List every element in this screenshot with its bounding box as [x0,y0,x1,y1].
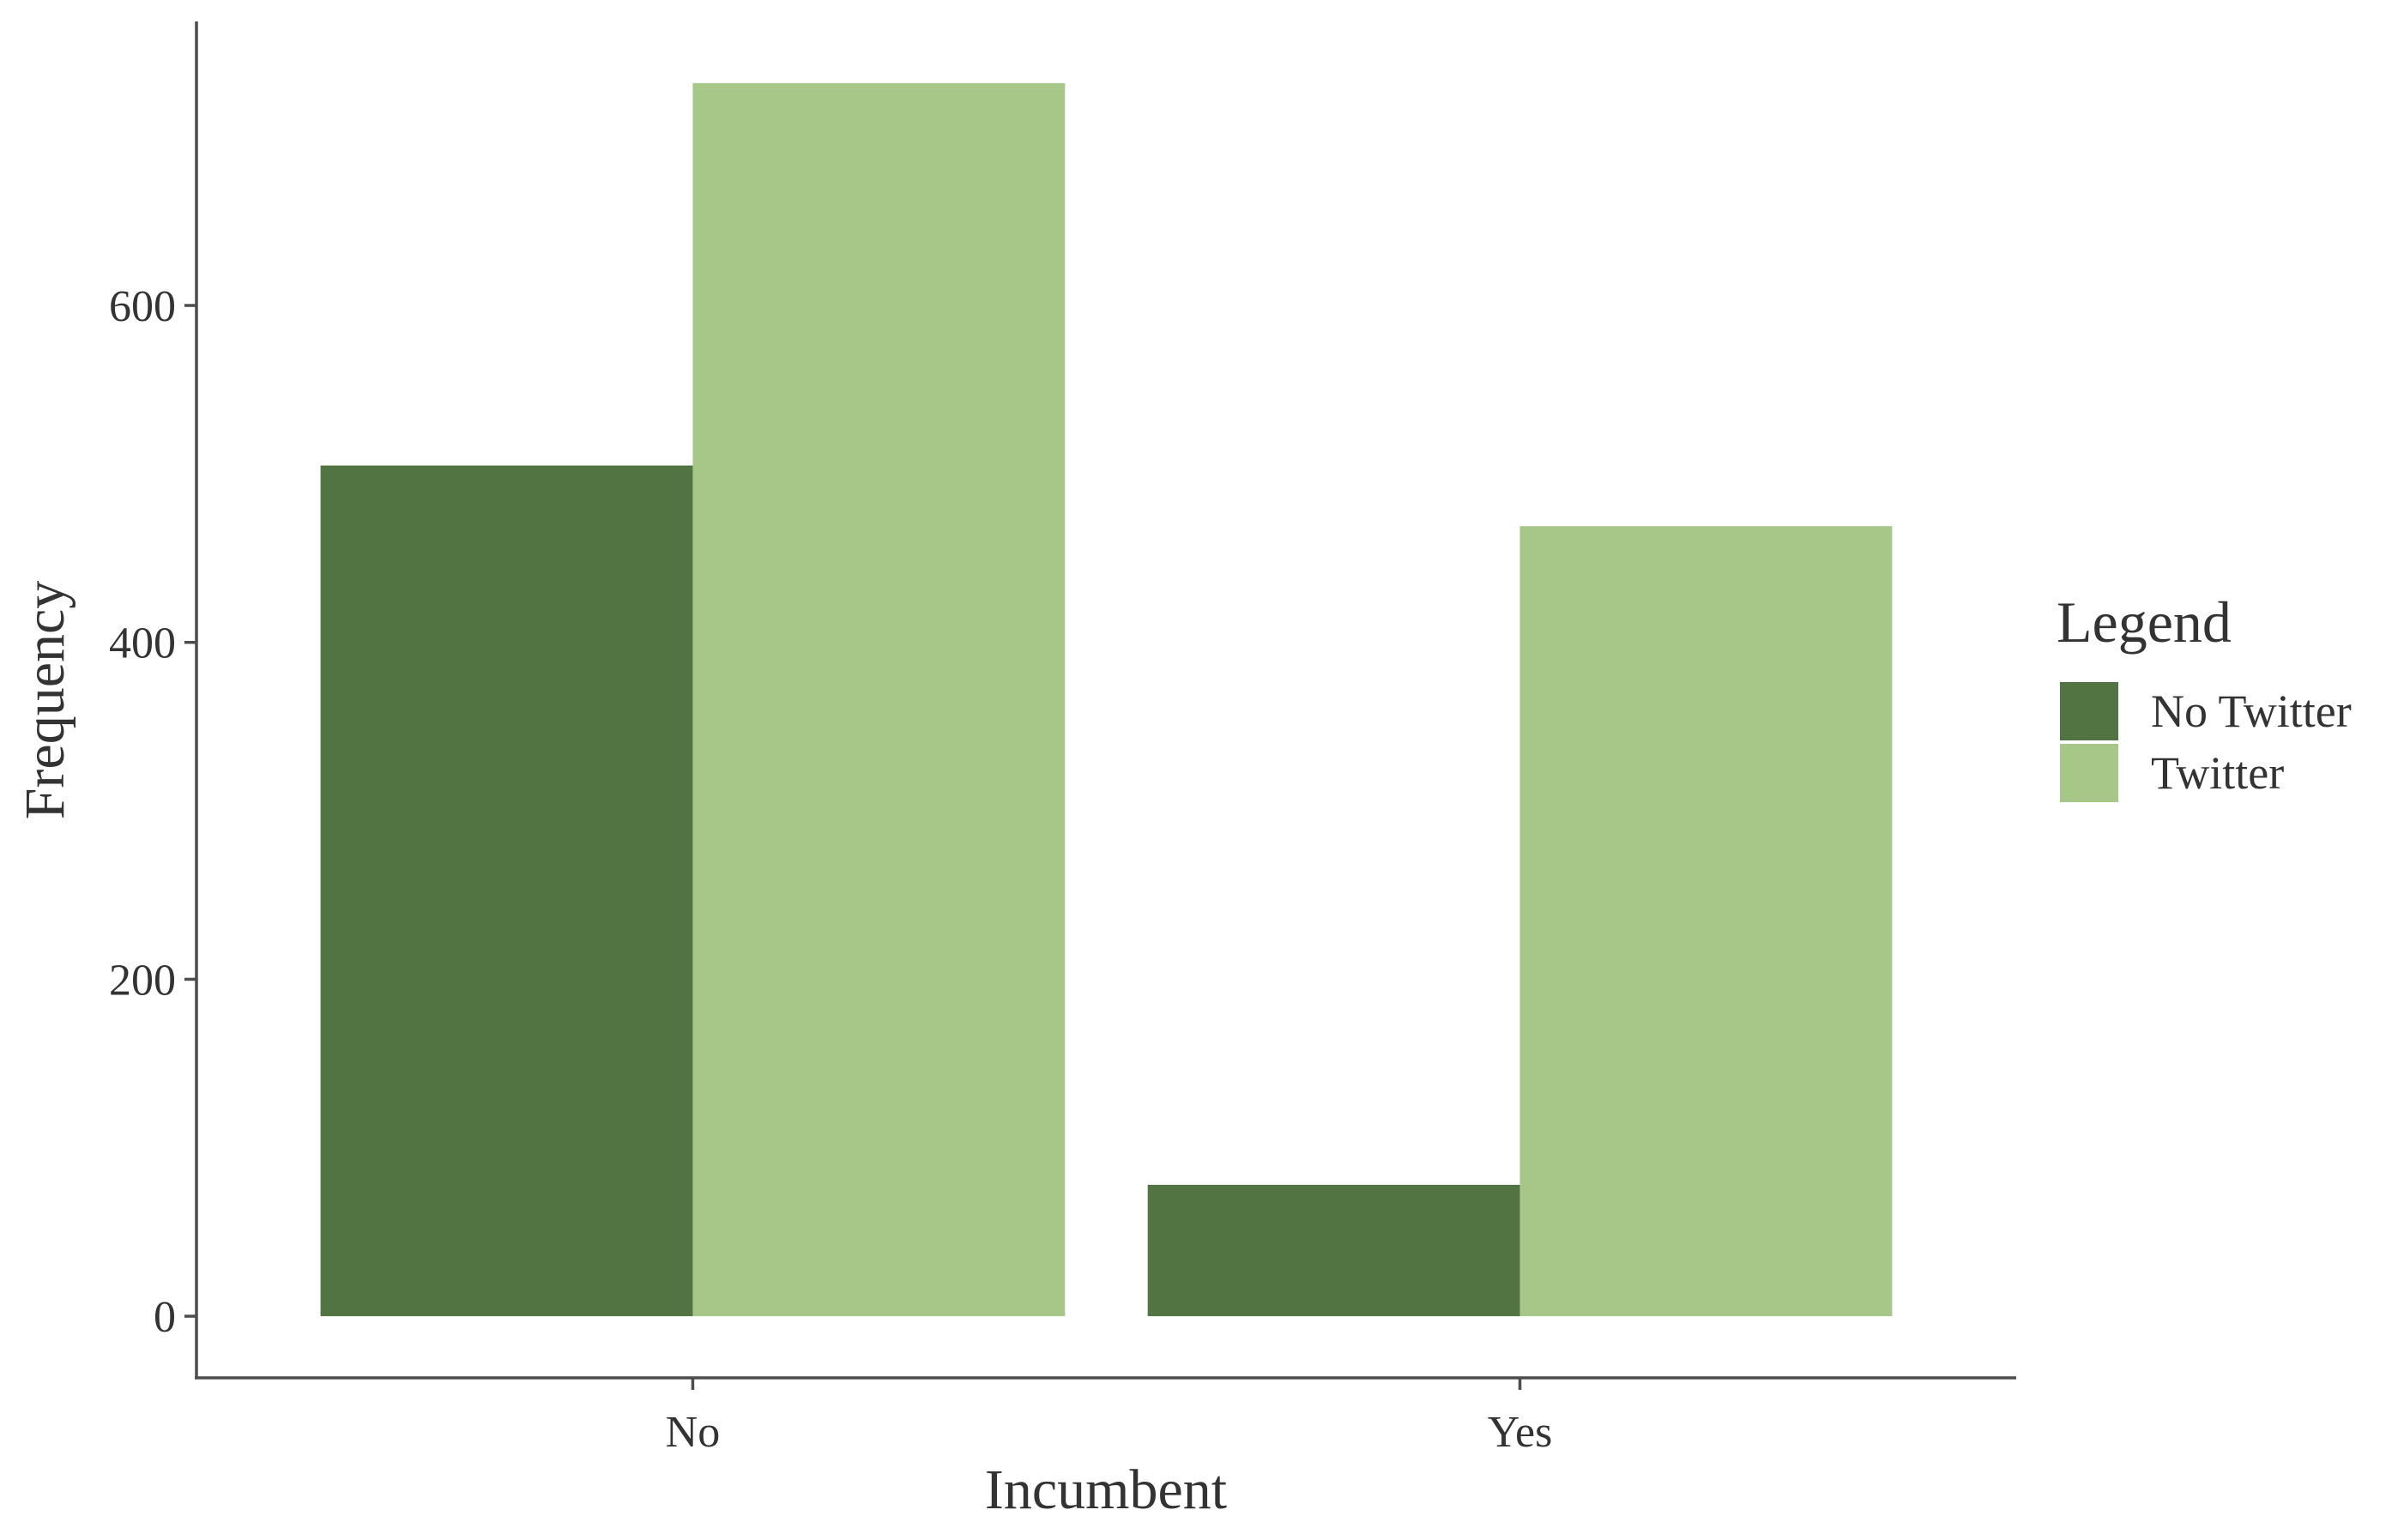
bar-no-twitter-yes [1147,1184,1520,1317]
legend-swatch-no-twitter [2060,682,2118,740]
legend-swatch-twitter [2060,744,2118,802]
x-axis-title: Incumbent [985,1458,1227,1521]
x-tick-label: Yes [1488,1408,1553,1457]
legend-title: Legend [2057,589,2232,655]
bar-twitter-no [692,82,1066,1317]
bar-no-twitter-no [320,465,693,1317]
y-axis-title: Frequency [14,581,76,820]
legend-label-twitter: Twitter [2151,747,2284,799]
x-axis: No Yes [195,1376,2016,1457]
y-axis: 0 200 400 600 [109,21,198,1378]
bar-twitter-yes [1519,526,1893,1317]
legend: Legend No Twitter Twitter [2057,589,2352,802]
legend-label-no-twitter: No Twitter [2151,685,2352,737]
y-tick-label: 0 [154,1293,176,1342]
y-tick-label: 200 [109,956,176,1005]
bars-layer [320,82,1893,1317]
y-tick-label: 600 [109,282,176,331]
y-tick-label: 400 [109,619,176,668]
x-tick-label: No [666,1408,721,1457]
